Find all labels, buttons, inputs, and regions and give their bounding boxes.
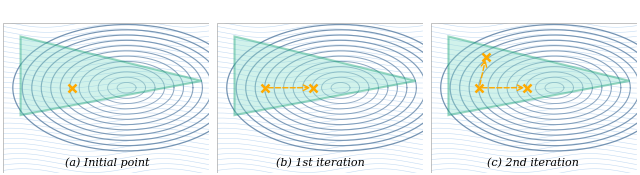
- Text: (c) 2nd iteration: (c) 2nd iteration: [487, 158, 579, 168]
- Polygon shape: [234, 36, 416, 115]
- Text: (a) Initial point: (a) Initial point: [65, 158, 150, 168]
- Text: (b) 1st iteration: (b) 1st iteration: [276, 158, 364, 168]
- Polygon shape: [449, 36, 630, 115]
- Polygon shape: [20, 36, 202, 115]
